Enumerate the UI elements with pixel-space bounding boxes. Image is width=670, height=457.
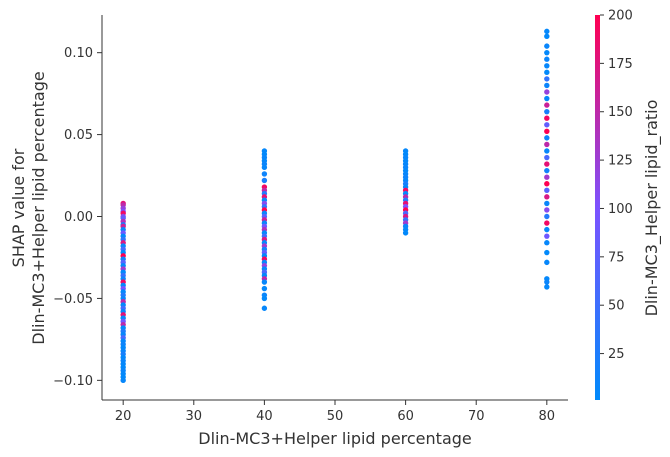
x-tick-label: 80 (539, 409, 556, 424)
data-point (544, 148, 550, 154)
y-axis-label: SHAP value for Dlin-MC3+Helper lipid per… (9, 71, 48, 345)
data-point (544, 108, 550, 115)
data-point (544, 213, 550, 220)
data-point (544, 167, 550, 174)
data-point (544, 95, 550, 102)
y-tick-label: 0.00 (64, 210, 93, 225)
data-point (544, 63, 550, 69)
x-tick-label: 40 (256, 409, 273, 424)
data-point (544, 161, 550, 167)
x-tick-label: 60 (397, 409, 414, 424)
y-tick-label: 0.05 (64, 128, 93, 143)
data-point (261, 285, 268, 292)
colorbar-tick-label: 100 (608, 202, 633, 217)
data-point (544, 128, 550, 135)
data-point (544, 43, 550, 49)
colorbar-tick-label: 175 (608, 57, 633, 72)
data-point (544, 240, 550, 246)
x-tick-label: 30 (186, 409, 203, 424)
y-tick-label: −0.10 (53, 374, 93, 389)
data-point (544, 28, 550, 35)
y-tick-label: −0.05 (53, 292, 93, 307)
data-point (544, 82, 550, 89)
colorbar: 25 50 75 100 125 150 175 200 Dlin-MC3_Helper li… (595, 9, 662, 400)
colorbar-tick-label: 125 (608, 154, 633, 169)
data-point (544, 181, 550, 187)
y-axis-label-line1: SHAP value for (9, 148, 28, 267)
data-point (544, 76, 550, 82)
data-point (544, 56, 550, 62)
data-point (544, 249, 550, 256)
data-point (544, 154, 550, 161)
x-axis-ticks: 20 30 40 50 60 70 80 (115, 400, 555, 424)
data-point (544, 226, 550, 233)
x-tick-label: 50 (327, 409, 344, 424)
data-point (544, 33, 550, 39)
colorbar-gradient (595, 15, 600, 400)
data-point (544, 49, 550, 56)
data-point (544, 200, 550, 207)
data-point (544, 69, 550, 76)
data-point (544, 259, 550, 266)
data-point (544, 187, 550, 193)
data-point (261, 295, 268, 302)
y-axis-ticks: −0.10 −0.05 0.00 0.05 0.10 (53, 46, 102, 389)
data-point (544, 174, 550, 180)
data-point (120, 377, 126, 384)
x-tick-label: 20 (115, 409, 132, 424)
data-point (544, 207, 550, 213)
data-point (544, 194, 550, 200)
scatter-points (120, 28, 550, 384)
plot-area: 20 30 40 50 60 70 80 −0.10 −0.05 0.00 0.05 0.10 (53, 15, 568, 424)
colorbar-label: Dlin-MC3_Helper lipid_ratio (642, 100, 662, 317)
data-point (544, 102, 550, 108)
data-point (544, 115, 550, 121)
x-axis-label: Dlin-MC3+Helper lipid percentage (198, 429, 472, 448)
data-point (544, 233, 550, 239)
data-point (544, 279, 550, 285)
y-axis-label-line2: Dlin-MC3+Helper lipid percentage (29, 71, 48, 345)
data-point (544, 122, 550, 128)
data-point (544, 141, 550, 148)
colorbar-tick-label: 50 (608, 299, 625, 314)
colorbar-tick-label: 25 (608, 347, 625, 362)
colorbar-tick-label: 75 (608, 250, 625, 265)
data-point (544, 284, 550, 290)
y-tick-label: 0.10 (64, 46, 93, 61)
data-point (544, 89, 550, 95)
data-point (261, 177, 268, 184)
data-point (261, 305, 268, 311)
data-point (544, 135, 550, 141)
data-point (544, 220, 550, 226)
colorbar-tick-label: 200 (608, 9, 633, 24)
colorbar-tick-label: 150 (608, 105, 633, 120)
colorbar-ticks: 25 50 75 100 125 150 175 200 (600, 9, 633, 362)
data-point (261, 171, 268, 177)
data-point (261, 279, 268, 285)
data-point (402, 230, 409, 236)
data-point (261, 164, 268, 171)
x-tick-label: 70 (468, 409, 485, 424)
